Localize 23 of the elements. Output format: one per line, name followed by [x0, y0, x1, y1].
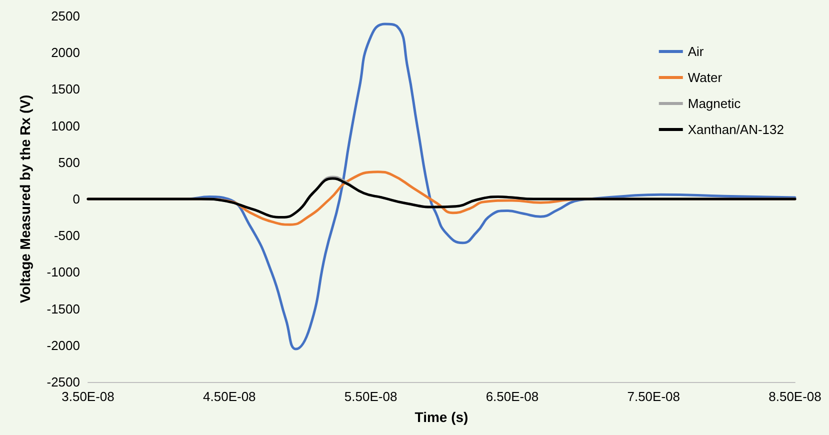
legend-label: Magnetic — [688, 96, 742, 111]
y-tick-label: 1000 — [51, 118, 80, 134]
x-tick-label: 5.50E-08 — [344, 389, 398, 404]
legend-label: Xanthan/AN-132 — [688, 122, 784, 137]
x-tick-label: 7.50E-08 — [627, 389, 680, 404]
y-tick-label: -2500 — [46, 374, 80, 390]
legend-label: Water — [688, 70, 723, 85]
y-tick-label: -1000 — [46, 264, 80, 280]
x-tick-label: 3.50E-08 — [62, 389, 114, 404]
legend-label: Air — [688, 44, 704, 59]
y-tick-label: -1500 — [46, 301, 80, 316]
y-tick-label: 2500 — [51, 8, 80, 24]
y-axis-title: Voltage Measured by the Rx (V) — [17, 94, 33, 304]
y-tick-label: 2000 — [51, 45, 80, 60]
y-tick-label: 0 — [72, 192, 80, 206]
y-tick-label: -500 — [54, 228, 80, 244]
y-tick-label: 500 — [58, 154, 80, 170]
y-tick-label: 1500 — [51, 82, 80, 97]
x-tick-label: 8.50E-08 — [768, 389, 822, 404]
x-tick-label: 6.50E-08 — [486, 389, 539, 404]
y-tick-label: -2000 — [46, 338, 80, 353]
x-tick-label: 4.50E-08 — [203, 389, 256, 404]
x-axis-title: Time (s) — [414, 409, 468, 425]
